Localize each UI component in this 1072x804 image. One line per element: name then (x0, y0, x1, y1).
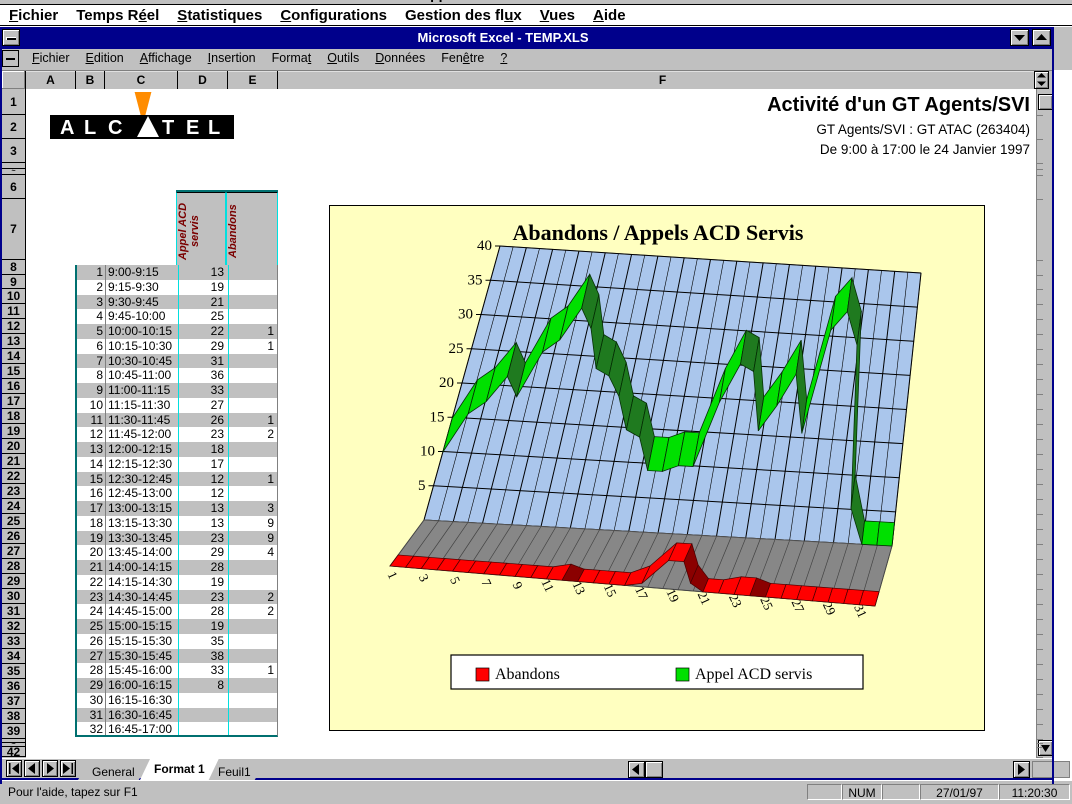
svg-text:15: 15 (430, 409, 445, 425)
svg-text:5: 5 (418, 478, 426, 494)
svg-text:5: 5 (447, 574, 463, 586)
svg-text:1: 1 (385, 569, 401, 581)
svg-text:35: 35 (468, 272, 483, 288)
svg-text:Abandons / Appels ACD Servis: Abandons / Appels ACD Servis (513, 220, 804, 245)
svg-text:Appel ACD servis: Appel ACD servis (695, 666, 812, 683)
svg-text:30: 30 (458, 307, 473, 323)
svg-text:40: 40 (477, 238, 492, 254)
svg-text:7: 7 (478, 577, 495, 590)
svg-text:25: 25 (449, 341, 464, 357)
svg-text:20: 20 (439, 375, 454, 391)
svg-text:10: 10 (420, 444, 435, 460)
svg-text:Abandons: Abandons (495, 666, 560, 683)
svg-text:9: 9 (510, 579, 526, 591)
svg-text:3: 3 (416, 572, 432, 584)
